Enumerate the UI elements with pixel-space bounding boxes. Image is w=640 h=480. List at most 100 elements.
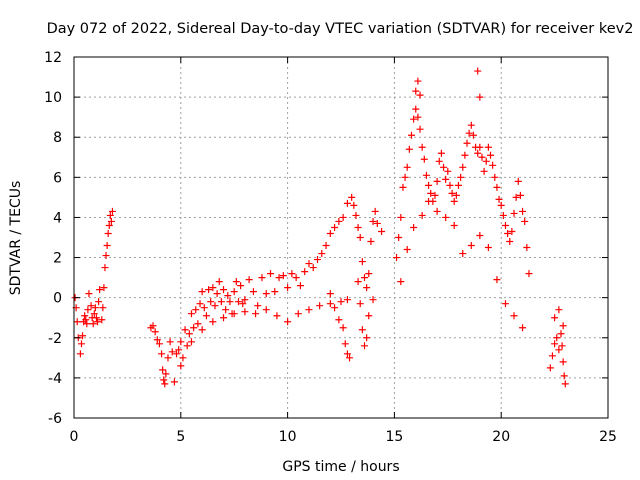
- data-point: [519, 207, 527, 215]
- data-point: [343, 350, 351, 358]
- data-point: [463, 139, 471, 147]
- data-point: [73, 318, 81, 326]
- data-point: [551, 340, 559, 348]
- data-point: [76, 350, 84, 358]
- data-point: [224, 292, 232, 300]
- data-point: [245, 276, 253, 284]
- data-point: [177, 362, 185, 370]
- data-point: [414, 113, 422, 121]
- data-point: [343, 199, 351, 207]
- data-point: [89, 320, 97, 328]
- data-point: [98, 316, 106, 324]
- data-point: [461, 151, 469, 159]
- data-point: [489, 161, 497, 169]
- data-point: [407, 131, 415, 139]
- y-tick-label: 10: [44, 90, 62, 106]
- data-point: [482, 157, 490, 165]
- data-point: [77, 340, 85, 348]
- data-point: [506, 238, 514, 246]
- data-point: [371, 207, 379, 215]
- data-point: [192, 306, 200, 314]
- data-point: [93, 318, 101, 326]
- data-point: [104, 229, 112, 237]
- data-point: [442, 175, 450, 183]
- data-point: [322, 242, 330, 250]
- data-point: [363, 284, 371, 292]
- data-point: [288, 270, 296, 278]
- data-point: [454, 181, 462, 189]
- data-point: [211, 302, 219, 310]
- data-point: [476, 93, 484, 101]
- data-point: [230, 288, 238, 296]
- data-point: [305, 306, 313, 314]
- data-point: [82, 316, 90, 324]
- data-point: [305, 260, 313, 268]
- data-point: [200, 304, 208, 312]
- data-point: [348, 193, 356, 201]
- data-point: [446, 181, 454, 189]
- data-point: [548, 352, 556, 360]
- data-point: [416, 125, 424, 133]
- data-point: [459, 250, 467, 258]
- data-point: [170, 378, 178, 386]
- data-point: [91, 304, 99, 312]
- data-point: [425, 197, 433, 205]
- data-point: [480, 167, 488, 175]
- data-point: [435, 157, 443, 165]
- data-point: [354, 278, 362, 286]
- data-point: [508, 227, 516, 235]
- data-point: [433, 177, 441, 185]
- data-point: [551, 314, 559, 322]
- data-point: [346, 354, 354, 362]
- data-point: [105, 221, 113, 229]
- data-point: [399, 183, 407, 191]
- data-point: [187, 338, 195, 346]
- data-points: [71, 67, 569, 388]
- data-point: [198, 288, 206, 296]
- data-point: [99, 304, 107, 312]
- data-point: [95, 298, 103, 306]
- data-point: [493, 276, 501, 284]
- data-point: [358, 258, 366, 266]
- data-point: [164, 354, 172, 362]
- y-axis-label: SDTVAR / TECUs: [8, 181, 24, 296]
- data-point: [397, 213, 405, 221]
- data-point: [467, 242, 475, 250]
- data-point: [239, 300, 247, 308]
- data-point: [395, 234, 403, 241]
- data-point: [410, 223, 418, 231]
- y-tick-label: 6: [53, 170, 62, 186]
- data-point: [367, 238, 375, 246]
- data-point: [557, 330, 565, 338]
- data-point: [296, 282, 304, 290]
- data-point: [101, 264, 109, 272]
- data-point: [474, 149, 482, 157]
- data-point: [158, 350, 166, 358]
- data-point: [356, 300, 364, 308]
- data-point: [484, 244, 492, 252]
- axis-ticks: 0 5 10 15 20 25 -6 -4 -2 0 2 4 6 8 10 12: [44, 50, 617, 445]
- data-point: [457, 173, 465, 181]
- data-point: [162, 370, 170, 378]
- data-point: [326, 300, 334, 308]
- data-point: [271, 288, 279, 296]
- data-point: [177, 338, 185, 346]
- data-point: [501, 300, 509, 308]
- data-point: [440, 163, 448, 171]
- data-point: [84, 306, 92, 314]
- data-point: [484, 143, 492, 151]
- data-point: [559, 322, 567, 330]
- data-point: [230, 310, 238, 318]
- data-point: [160, 376, 168, 384]
- data-point: [416, 91, 424, 99]
- data-point: [159, 366, 167, 374]
- data-point: [254, 302, 262, 310]
- data-point: [326, 229, 334, 237]
- data-point: [331, 304, 339, 312]
- x-tick-label: 10: [279, 429, 297, 445]
- data-point: [422, 171, 430, 179]
- data-point: [521, 217, 529, 225]
- data-point: [358, 326, 366, 334]
- data-point: [87, 302, 95, 310]
- data-point: [525, 270, 533, 278]
